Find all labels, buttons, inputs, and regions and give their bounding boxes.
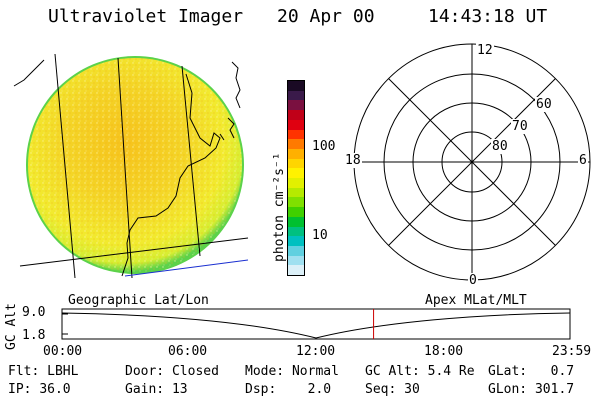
- uv-earth-image: [13, 53, 249, 278]
- time-tick-2359: 23:59: [552, 344, 592, 359]
- info-gain: Gain: 13: [125, 382, 188, 397]
- colorbar-segment: [288, 197, 304, 208]
- colorbar-segment: [288, 158, 304, 169]
- colorbar-segment: [288, 226, 304, 237]
- altitude-tick-1-8: 1.8: [22, 328, 46, 343]
- mlt-label-18: 18: [344, 153, 362, 168]
- latitude-line: [19, 237, 249, 267]
- meridian-lines: [54, 53, 201, 278]
- mlat-label-60: 60: [535, 97, 553, 112]
- info-gc-alt: GC Alt: 5.4 Re: [365, 364, 475, 379]
- polar-grid: [353, 43, 591, 281]
- colorbar-segment: [288, 110, 304, 120]
- info-flt: Flt: LBHL: [8, 364, 79, 379]
- apex-panel-label: Apex MLat/MLT: [425, 293, 527, 308]
- colorbar-segment: [288, 81, 304, 91]
- colorbar-segment: [288, 119, 304, 130]
- altitude-axis-label: GC Alt: [4, 303, 19, 350]
- observation-time: 14:43:18 UT: [428, 6, 548, 27]
- colorbar-segment: [288, 100, 304, 111]
- info-glat: GLat: 0.7: [488, 364, 575, 379]
- colorbar-unit-label: photon cm⁻²s⁻¹: [272, 152, 287, 262]
- geographic-panel-label: Geographic Lat/Lon: [68, 293, 209, 308]
- mlat-label-70: 70: [511, 119, 529, 134]
- info-ip: IP: 36.0: [8, 382, 71, 397]
- colorbar-segment: [288, 207, 304, 217]
- colorbar: [287, 80, 305, 276]
- colorbar-tick-100: 100: [312, 139, 336, 154]
- latitude-line-blue: [124, 259, 249, 277]
- time-tick-0000: 00:00: [43, 344, 83, 359]
- mlat-label-80: 80: [491, 139, 509, 154]
- instrument-title: Ultraviolet Imager: [48, 6, 244, 27]
- colorbar-tick-10: 10: [312, 228, 328, 243]
- colorbar-segment: [288, 178, 304, 188]
- colorbar-segment: [288, 148, 304, 159]
- colorbar-segment: [288, 255, 304, 266]
- colorbar-segment: [288, 236, 304, 246]
- info-mode: Mode: Normal: [245, 364, 339, 379]
- altitude-plot: [61, 308, 571, 340]
- colorbar-segment: [288, 265, 304, 276]
- colorbar-segment: [288, 139, 304, 149]
- colorbar-segment: [288, 245, 304, 256]
- mlt-label-6: 6: [578, 153, 588, 168]
- colorbar-segment: [288, 168, 304, 179]
- polar-diagonal: [388, 78, 556, 246]
- mlt-label-12: 12: [476, 43, 494, 58]
- info-dsp: Dsp: 2.0: [245, 382, 332, 397]
- time-tick-0600: 06:00: [168, 344, 208, 359]
- info-glon: GLon: 301.7: [488, 382, 575, 397]
- mlt-label-0: 0: [468, 273, 478, 288]
- coastline: [13, 59, 241, 277]
- time-tick-1200: 12:00: [296, 344, 336, 359]
- info-door: Door: Closed: [125, 364, 219, 379]
- info-seq: Seq: 30: [365, 382, 420, 397]
- colorbar-segment: [288, 187, 304, 198]
- colorbar-segment: [288, 90, 304, 101]
- time-tick-1800: 18:00: [424, 344, 464, 359]
- observation-date: 20 Apr 00: [277, 6, 375, 27]
- altitude-plot-frame: [61, 308, 571, 340]
- colorbar-segment: [288, 129, 304, 140]
- altitude-curve: [61, 312, 571, 339]
- colorbar-segment: [288, 216, 304, 227]
- altitude-tick-9: 9.0: [22, 305, 46, 320]
